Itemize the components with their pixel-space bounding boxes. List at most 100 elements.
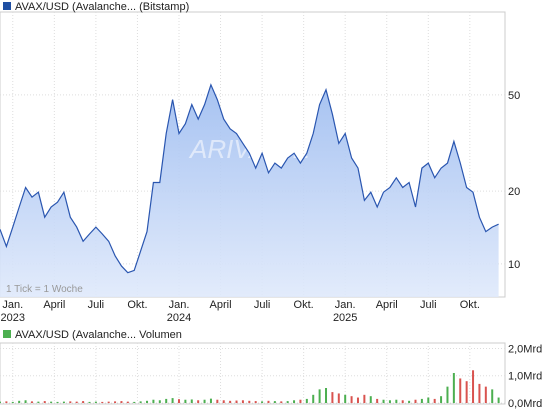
volume-bar [491, 389, 494, 403]
x-tick-label: April [210, 299, 232, 311]
x-tick-label: Okt. [294, 299, 314, 311]
volume-bar [88, 401, 91, 403]
volume-bar [350, 396, 353, 403]
x-tick-label: Okt. [127, 299, 147, 311]
volume-bar [101, 401, 104, 403]
volume-bar [472, 370, 475, 403]
volume-bar [318, 389, 321, 403]
volume-bar [241, 400, 244, 403]
x-tick-label: Juli [420, 299, 437, 311]
volume-bar [433, 398, 436, 403]
volume-bar [152, 399, 155, 403]
watermark: ARIVA.DE [188, 134, 311, 164]
volume-bar [229, 400, 232, 403]
volume-bar [440, 396, 443, 403]
legend: AVAX/USD (Avalanche... Volumen [15, 329, 182, 341]
y-tick-label: 10 [508, 259, 520, 271]
volume-bar [325, 388, 328, 403]
volume-bar [197, 400, 200, 403]
volume-bar [299, 399, 302, 403]
volume-bar [56, 401, 59, 403]
x-tick-label: April [376, 299, 398, 311]
note: 1 Tick = 1 Woche [6, 284, 83, 295]
volume-bar [376, 398, 379, 403]
volume-bar [420, 398, 423, 403]
volume-bar [369, 396, 372, 403]
volume-bar [184, 399, 187, 403]
volume-bar [427, 397, 430, 403]
volume-bar [478, 383, 481, 403]
legend-swatch [3, 2, 11, 10]
volume-bar [133, 401, 136, 403]
volume-bar [203, 399, 206, 403]
volume-bar [18, 400, 21, 403]
volume-bar [82, 401, 85, 403]
volume-bar [331, 392, 334, 403]
volume-bar [114, 401, 117, 403]
volume-bar [37, 401, 40, 403]
volume-bar [356, 397, 359, 403]
volume-bar [484, 386, 487, 403]
volume-bar [452, 373, 455, 403]
volume-bar [305, 398, 308, 403]
volume-bar [24, 400, 27, 403]
x-tick-label: Jan. [2, 299, 23, 311]
volume-bar [446, 386, 449, 403]
volume-bar [190, 399, 193, 403]
volume-bar [248, 400, 251, 403]
volume-bar [408, 400, 411, 403]
volume-bar [344, 394, 347, 403]
volume-bar [382, 399, 385, 403]
volume-bar [209, 398, 212, 403]
volume-bar [171, 398, 174, 403]
volume-bar [401, 400, 404, 403]
volume-bar [50, 401, 53, 403]
x-tick-label: Okt. [460, 299, 480, 311]
volume-bar [158, 400, 161, 403]
volume-bar [273, 401, 276, 403]
x-tick-label: Juli [254, 299, 271, 311]
volume-bar [75, 401, 78, 403]
volume-bar [107, 401, 110, 403]
price-line [0, 83, 499, 274]
year-label: 2023 [1, 312, 25, 324]
volume-bar [126, 401, 129, 403]
volume-bar [120, 401, 123, 403]
x-tick-label: Jan. [169, 299, 190, 311]
volume-frame [0, 342, 506, 405]
x-tick-label: April [43, 299, 65, 311]
volume-bar [146, 400, 149, 403]
volume-bar [286, 401, 289, 403]
volume-bar [293, 400, 296, 403]
volume-bar [465, 381, 468, 403]
volume-bar [177, 399, 180, 403]
legend: AVAX/USD (Avalanche... (Bitstamp) [15, 1, 189, 13]
volume-bar [363, 394, 366, 403]
y-tick-label: 1,0Mrd [508, 371, 542, 383]
volume-bar [30, 401, 33, 403]
volume-bar [497, 397, 500, 403]
volume-bar [459, 378, 462, 403]
volume-bar [261, 401, 264, 403]
volume-bar [0, 401, 1, 403]
volume-bar [388, 400, 391, 403]
area [0, 84, 499, 297]
x-tick-label: Juli [88, 299, 105, 311]
volume-bar [267, 400, 270, 403]
volume-bar [5, 401, 8, 403]
y-tick-label: 50 [508, 90, 520, 102]
y-tick-label: 2,0Mrd [508, 343, 542, 355]
year-label: 2025 [333, 312, 357, 324]
year-label: 2024 [167, 312, 191, 324]
volume-bar [165, 398, 168, 403]
volume-bar [43, 401, 46, 403]
volume-bar [139, 401, 142, 403]
volume-bar [62, 401, 65, 403]
volume-bar [414, 399, 417, 403]
volume-bar [94, 401, 97, 403]
volume-bar [254, 401, 257, 403]
volume-bar [337, 393, 340, 403]
volume-bar [222, 400, 225, 403]
legend-swatch [3, 330, 11, 338]
volume-bar [395, 399, 398, 403]
